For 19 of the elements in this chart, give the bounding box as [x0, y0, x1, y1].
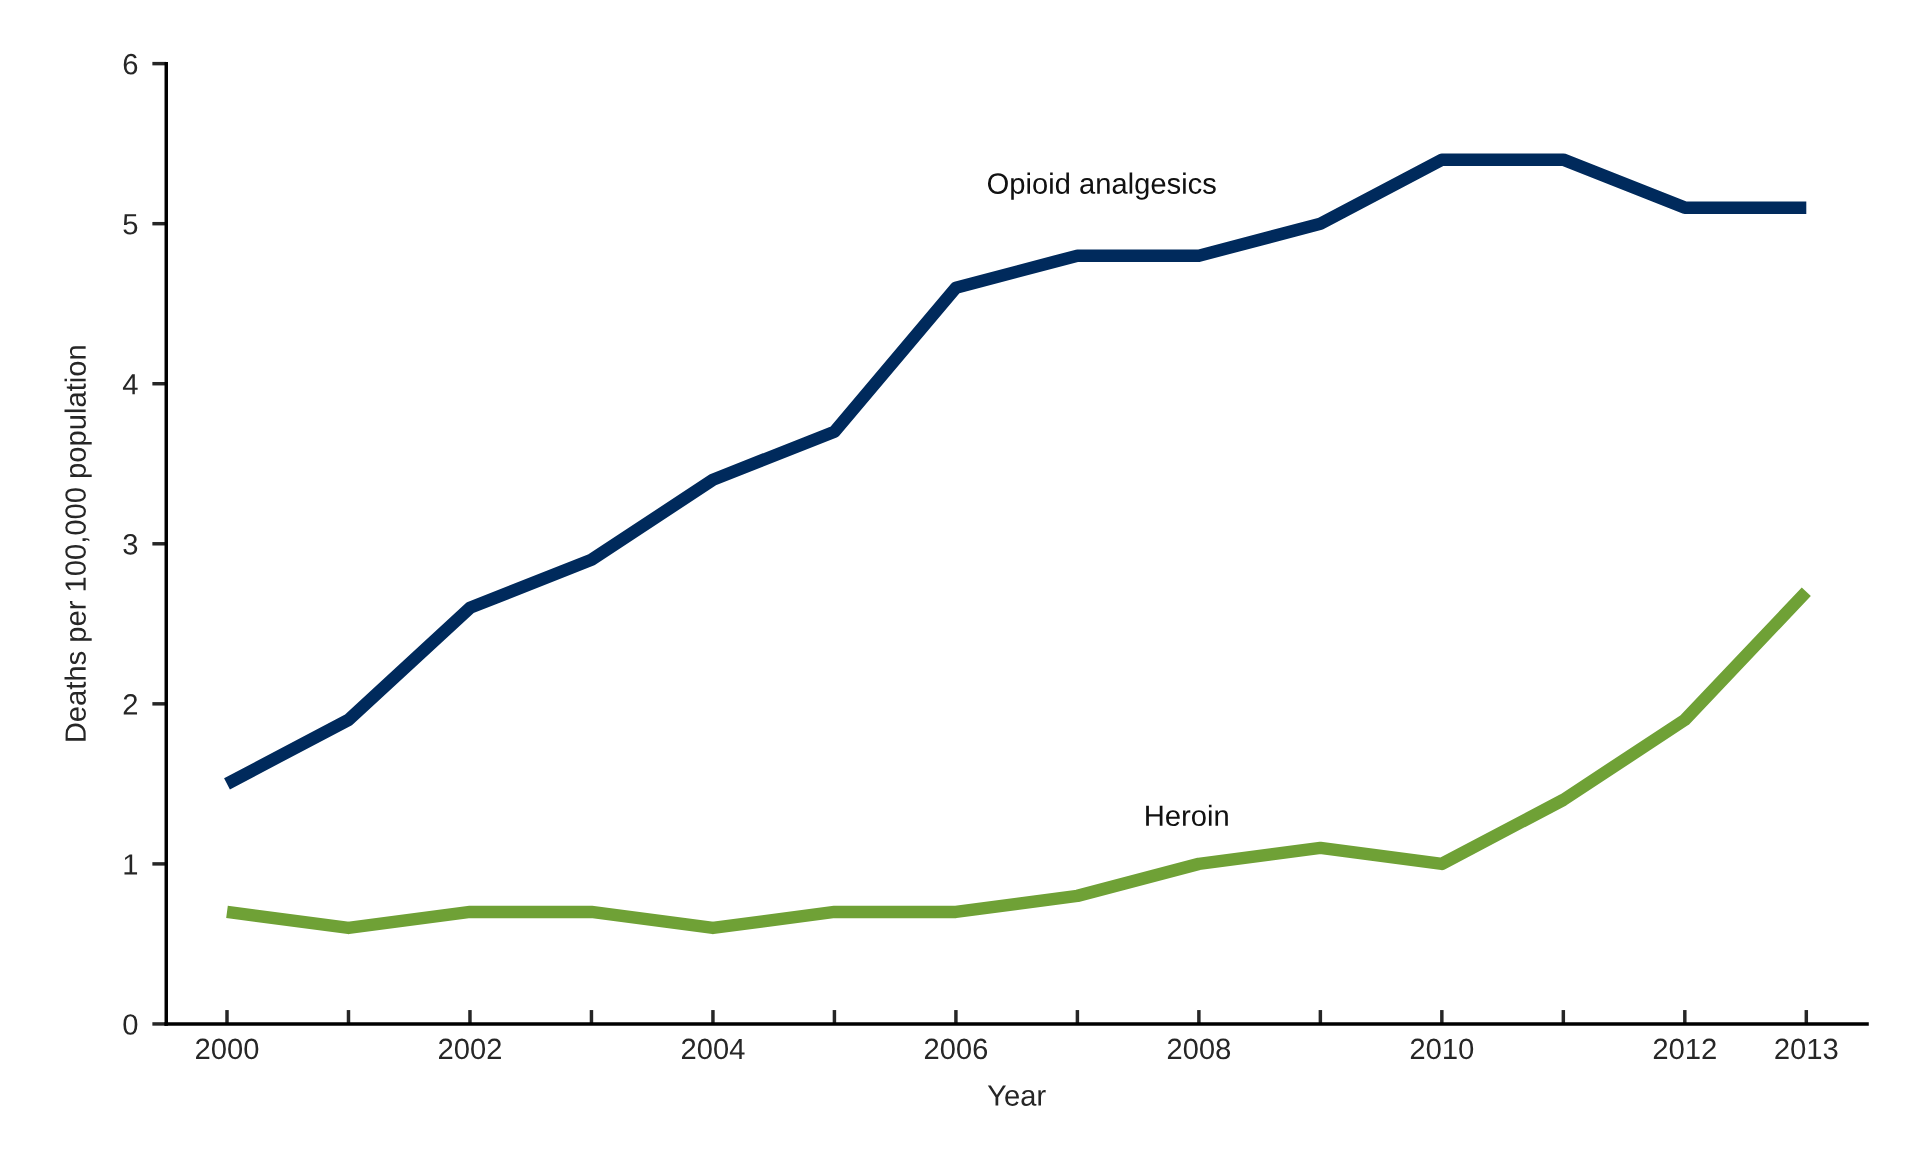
y-tick-label: 4: [122, 374, 138, 395]
x-tick-label: 2013: [1775, 1038, 1838, 1060]
y-tick-label: 2: [123, 694, 138, 715]
x-tick-label: 2008: [1167, 1038, 1231, 1060]
y-tick-label: 1: [124, 854, 138, 875]
series-label: Opioid analgesics: [987, 172, 1216, 200]
y-tick-label: 0: [123, 1014, 138, 1035]
x-tick-label: 2012: [1653, 1038, 1716, 1060]
x-axis-title: Year: [987, 1085, 1046, 1106]
x-tick-label: 2000: [196, 1038, 259, 1060]
x-tick-label: 2010: [1410, 1038, 1474, 1060]
series-label: Heroin: [1146, 804, 1228, 827]
x-tick-label: 2002: [439, 1038, 501, 1060]
y-tick-label: 3: [123, 533, 138, 555]
y-tick-label: 5: [123, 214, 138, 235]
y-tick-label: 6: [123, 53, 138, 75]
y-axis-title: Deaths per 100,000 population: [64, 346, 92, 741]
x-tick-label: 2006: [924, 1038, 988, 1060]
x-tick-label: 2004: [681, 1038, 745, 1060]
